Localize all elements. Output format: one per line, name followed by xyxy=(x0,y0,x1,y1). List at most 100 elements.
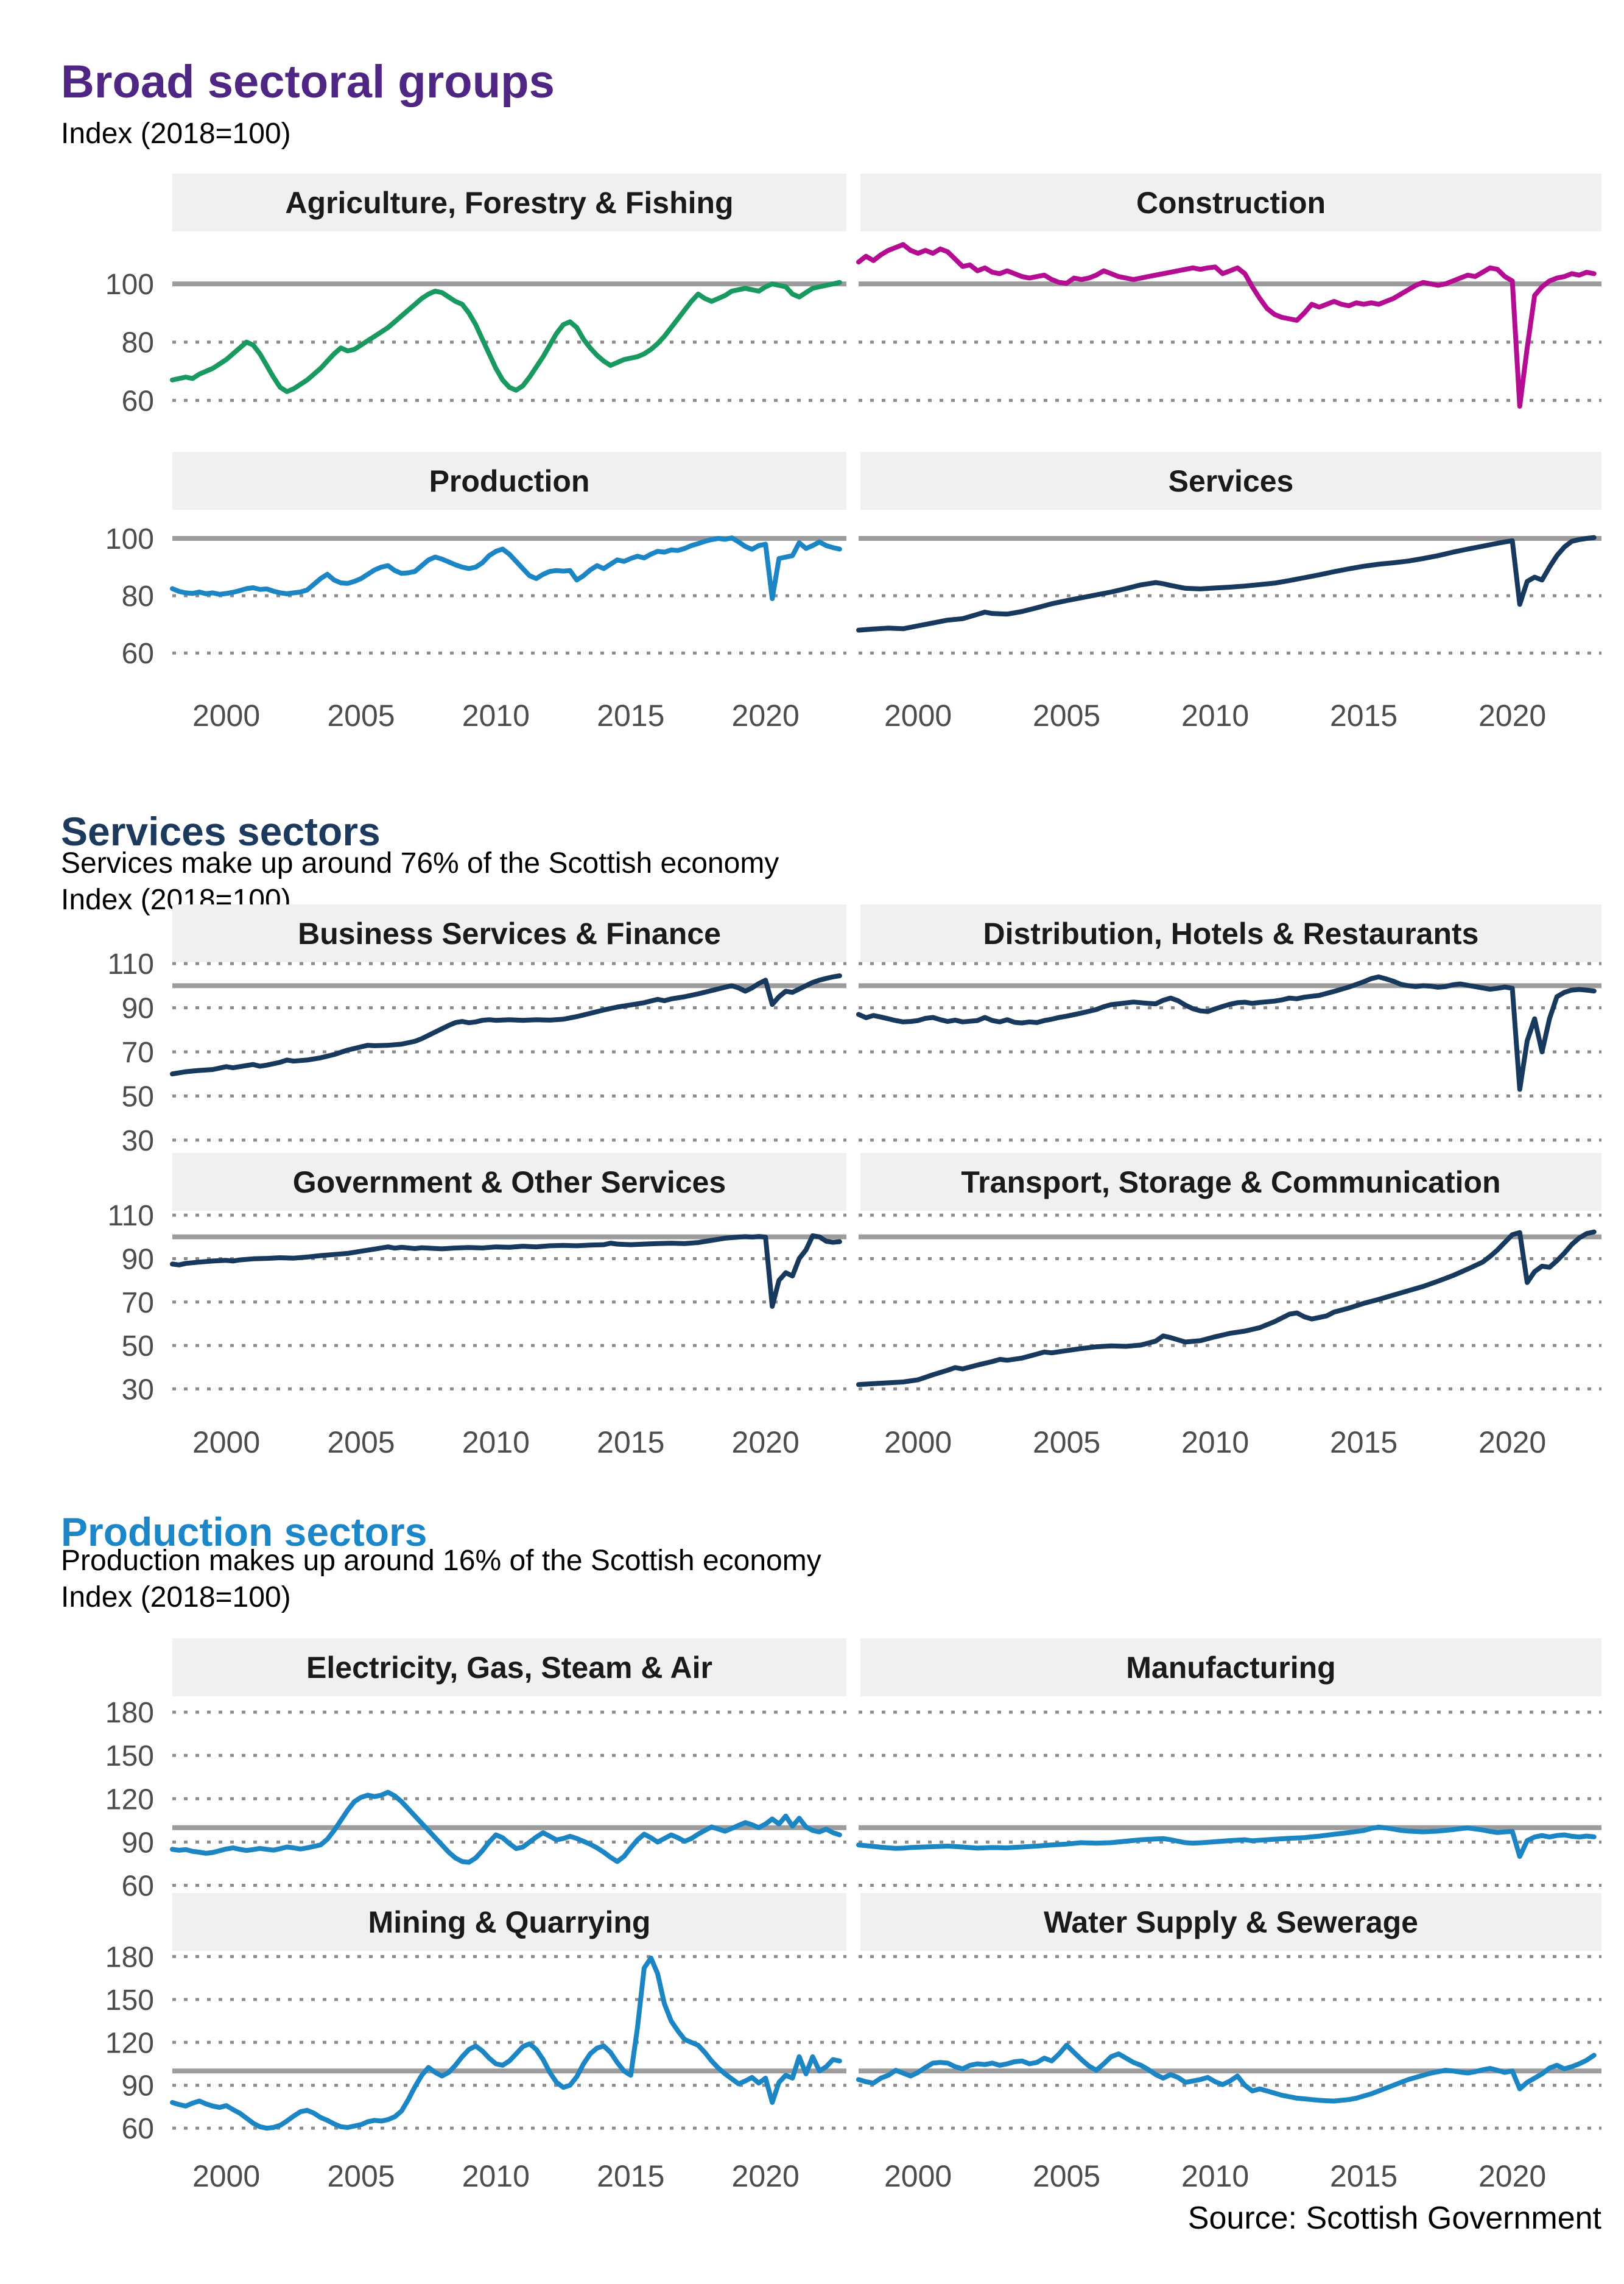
y-axis-tick-label: 60 xyxy=(122,2113,154,2145)
x-axis-tick-label: 2005 xyxy=(1033,2159,1100,2193)
x-axis-tick-label: 2010 xyxy=(1181,1425,1249,1459)
section-heading-services: Services sectors xyxy=(61,808,381,854)
panel-title-water-supply-sewerage: Water Supply & Sewerage xyxy=(860,1893,1601,1951)
y-axis-tick-label: 80 xyxy=(122,327,154,359)
services-share-note: Services make up around 76% of the Scott… xyxy=(61,847,779,879)
panel-title-government-other-services: Government & Other Services xyxy=(172,1153,846,1211)
y-axis-tick-label: 90 xyxy=(122,1827,154,1859)
y-axis-tick-label: 120 xyxy=(105,2027,154,2059)
y-axis-tick-label: 150 xyxy=(105,1984,154,2017)
transport_storage_communication-line xyxy=(856,1229,1597,1387)
panel-title-text: Business Services & Finance xyxy=(298,916,721,951)
x-axis-tick-label: 2010 xyxy=(462,2159,530,2193)
y-axis-tick-label: 110 xyxy=(107,1200,154,1232)
x-axis-tick-label: 2000 xyxy=(884,699,952,733)
panel-title-production: Production xyxy=(172,452,846,510)
x-axis-tick-label: 2000 xyxy=(192,2159,260,2193)
x-axis-tick-label: 2010 xyxy=(1181,699,1249,733)
panel-title-text: Services xyxy=(1168,463,1294,498)
y-axis-tick-label: 100 xyxy=(105,523,154,555)
electricity_gas_steam_air-line xyxy=(170,1789,842,1865)
panel-title-text: Mining & Quarrying xyxy=(368,1905,651,1939)
panel-title-text: Distribution, Hotels & Restaurants xyxy=(983,916,1479,951)
x-axis-tick-label: 2015 xyxy=(1330,1425,1397,1459)
production-share-note: Production makes up around 16% of the Sc… xyxy=(61,1545,821,1577)
section-heading-production: Production sectors xyxy=(61,1509,427,1554)
y-axis-tick-label: 180 xyxy=(105,1697,154,1729)
y-axis-tick-label: 120 xyxy=(105,1783,154,1816)
x-axis-tick-label: 2005 xyxy=(327,1425,395,1459)
x-axis-tick-label: 2000 xyxy=(884,2159,952,2193)
x-axis-tick-label: 2005 xyxy=(1033,699,1100,733)
mining_quarrying-line xyxy=(170,1955,842,2131)
panel-title-mining-quarrying: Mining & Quarrying xyxy=(172,1893,846,1951)
x-axis-tick-label: 2010 xyxy=(462,699,530,733)
construction-line xyxy=(856,242,1597,409)
panel-title-text: Electricity, Gas, Steam & Air xyxy=(306,1650,712,1685)
panel-title-text: Government & Other Services xyxy=(292,1165,726,1199)
x-axis-tick-label: 2005 xyxy=(327,2159,395,2193)
page-title: Broad sectoral groups xyxy=(61,55,555,108)
panel-title-text: Water Supply & Sewerage xyxy=(1044,1905,1418,1939)
y-axis-tick-label: 30 xyxy=(122,1373,154,1406)
y-axis-tick-label: 60 xyxy=(122,638,154,670)
water_supply_sewerage-line xyxy=(856,2043,1597,2104)
x-axis-tick-label: 2000 xyxy=(192,699,260,733)
x-axis-tick-label: 2010 xyxy=(462,1425,530,1459)
panel-title-text: Agriculture, Forestry & Fishing xyxy=(285,185,734,220)
panel-title-electricity-gas-steam-air: Electricity, Gas, Steam & Air xyxy=(172,1638,846,1696)
distribution_hotels_restaurants-line xyxy=(856,974,1597,1092)
y-axis-tick-label: 180 xyxy=(105,1941,154,1973)
x-axis-tick-label: 2000 xyxy=(884,1425,952,1459)
panel-title-business-services-finance: Business Services & Finance xyxy=(172,904,846,962)
x-axis-tick-label: 2015 xyxy=(597,699,664,733)
agriculture-line xyxy=(170,280,842,394)
manufacturing-line xyxy=(856,1824,1597,1859)
panel-title-text: Manufacturing xyxy=(1126,1650,1336,1685)
x-axis-tick-label: 2015 xyxy=(1330,2159,1397,2193)
panel-title-agriculture: Agriculture, Forestry & Fishing xyxy=(172,174,846,231)
y-axis-tick-label: 80 xyxy=(122,580,154,613)
y-axis-tick-label: 50 xyxy=(122,1330,154,1362)
x-axis-tick-label: 2015 xyxy=(1330,699,1397,733)
x-axis-tick-label: 2020 xyxy=(1478,699,1546,733)
panel-title-construction: Construction xyxy=(860,174,1601,231)
y-axis-tick-label: 110 xyxy=(107,948,154,981)
y-axis-tick-label: 70 xyxy=(122,1037,154,1069)
y-axis-tick-label: 100 xyxy=(105,269,154,301)
y-axis-tick-label: 30 xyxy=(122,1125,154,1157)
x-axis-tick-label: 2020 xyxy=(732,2159,800,2193)
index-note-broad: Index (2018=100) xyxy=(61,118,291,150)
government_other_services-line xyxy=(170,1233,842,1309)
y-axis-tick-label: 70 xyxy=(122,1287,154,1319)
x-axis-tick-label: 2005 xyxy=(327,699,395,733)
x-axis-tick-label: 2020 xyxy=(732,699,800,733)
y-axis-tick-label: 150 xyxy=(105,1740,154,1772)
panel-title-text: Construction xyxy=(1136,185,1326,220)
x-axis-tick-label: 2020 xyxy=(1478,2159,1546,2193)
x-axis-tick-label: 2005 xyxy=(1033,1425,1100,1459)
panel-title-services: Services xyxy=(860,452,1601,510)
panel-title-manufacturing: Manufacturing xyxy=(860,1638,1601,1696)
panel-title-distribution-hotels-restaurants: Distribution, Hotels & Restaurants xyxy=(860,904,1601,962)
x-axis-tick-label: 2015 xyxy=(597,1425,664,1459)
y-axis-tick-label: 90 xyxy=(122,993,154,1025)
panel-title-transport-storage-communication: Transport, Storage & Communication xyxy=(860,1153,1601,1211)
x-axis-tick-label: 2020 xyxy=(732,1425,800,1459)
x-axis-tick-label: 2010 xyxy=(1181,2159,1249,2193)
index-note-production: Index (2018=100) xyxy=(61,1581,291,1613)
y-axis-tick-label: 60 xyxy=(122,1870,154,1903)
business_services_finance-line xyxy=(170,973,842,1077)
x-axis-tick-label: 2020 xyxy=(1478,1425,1546,1459)
production-line xyxy=(170,535,842,601)
x-axis-tick-label: 2000 xyxy=(192,1425,260,1459)
y-axis-tick-label: 90 xyxy=(122,2070,154,2102)
y-axis-tick-label: 60 xyxy=(122,385,154,417)
panel-title-text: Transport, Storage & Communication xyxy=(961,1165,1501,1199)
x-axis-tick-label: 2015 xyxy=(597,2159,664,2193)
y-axis-tick-label: 90 xyxy=(122,1243,154,1275)
panel-title-text: Production xyxy=(429,463,590,498)
source-note: Source: Scottish Government xyxy=(1187,2201,1601,2236)
services-line xyxy=(856,535,1597,633)
y-axis-tick-label: 50 xyxy=(122,1080,154,1113)
